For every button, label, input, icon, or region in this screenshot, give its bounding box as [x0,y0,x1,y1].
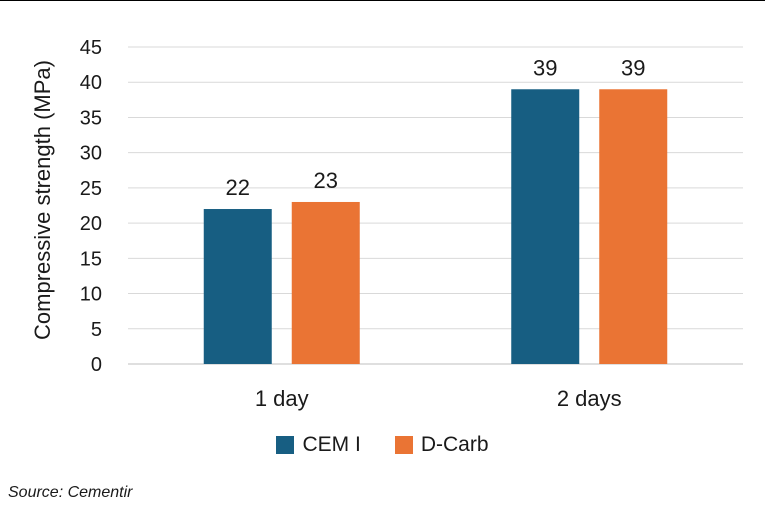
y-tick-label: 15 [80,248,102,270]
legend-item-cem-i: CEM I [276,433,361,457]
data-label: 23 [314,168,338,193]
x-category-label: 2 days [557,386,622,411]
bars [203,89,668,365]
legend-label-d-carb: D-Carb [420,433,489,456]
top-rule [0,0,765,1]
y-tick-label: 10 [80,284,102,306]
data-labels: 22 23 39 39 [226,55,646,200]
legend-item-d-carb: D-Carb [394,433,489,457]
x-category-label: 1 day [255,386,309,411]
legend-swatch-d-carb [394,436,413,454]
data-label: 39 [533,55,557,80]
bar-d-carb-2-days [599,89,668,365]
legend: CEM I D-Carb [0,433,765,457]
legend-swatch-cem-i [276,436,295,454]
y-tick-label: 35 [80,107,102,129]
y-tick-label: 40 [80,72,102,94]
data-label: 39 [621,55,645,80]
y-tick-label: 5 [91,319,102,341]
legend-label-cem-i: CEM I [302,433,361,456]
bar-cem-i-2-days [511,89,580,365]
data-label: 22 [226,175,250,200]
y-axis-label: Compressive strength (MPa) [30,60,55,340]
source-note: Source: Cementir [8,484,133,501]
y-tick-label: 45 [80,37,102,59]
category-labels: 1 day 2 days [255,386,622,411]
y-tick-label: 0 [91,354,102,376]
y-tick-label: 25 [80,178,102,200]
y-tick-label: 30 [80,143,102,165]
y-tick-label: 20 [80,213,102,235]
y-axis-ticks: 0 5 10 15 20 25 30 35 40 45 [80,37,102,376]
bar-chart: 0 5 10 15 20 25 30 35 40 45 Compressive strength … [30,37,743,411]
bar-cem-i-1-day [203,209,272,364]
bar-d-carb-1-day [291,201,360,364]
